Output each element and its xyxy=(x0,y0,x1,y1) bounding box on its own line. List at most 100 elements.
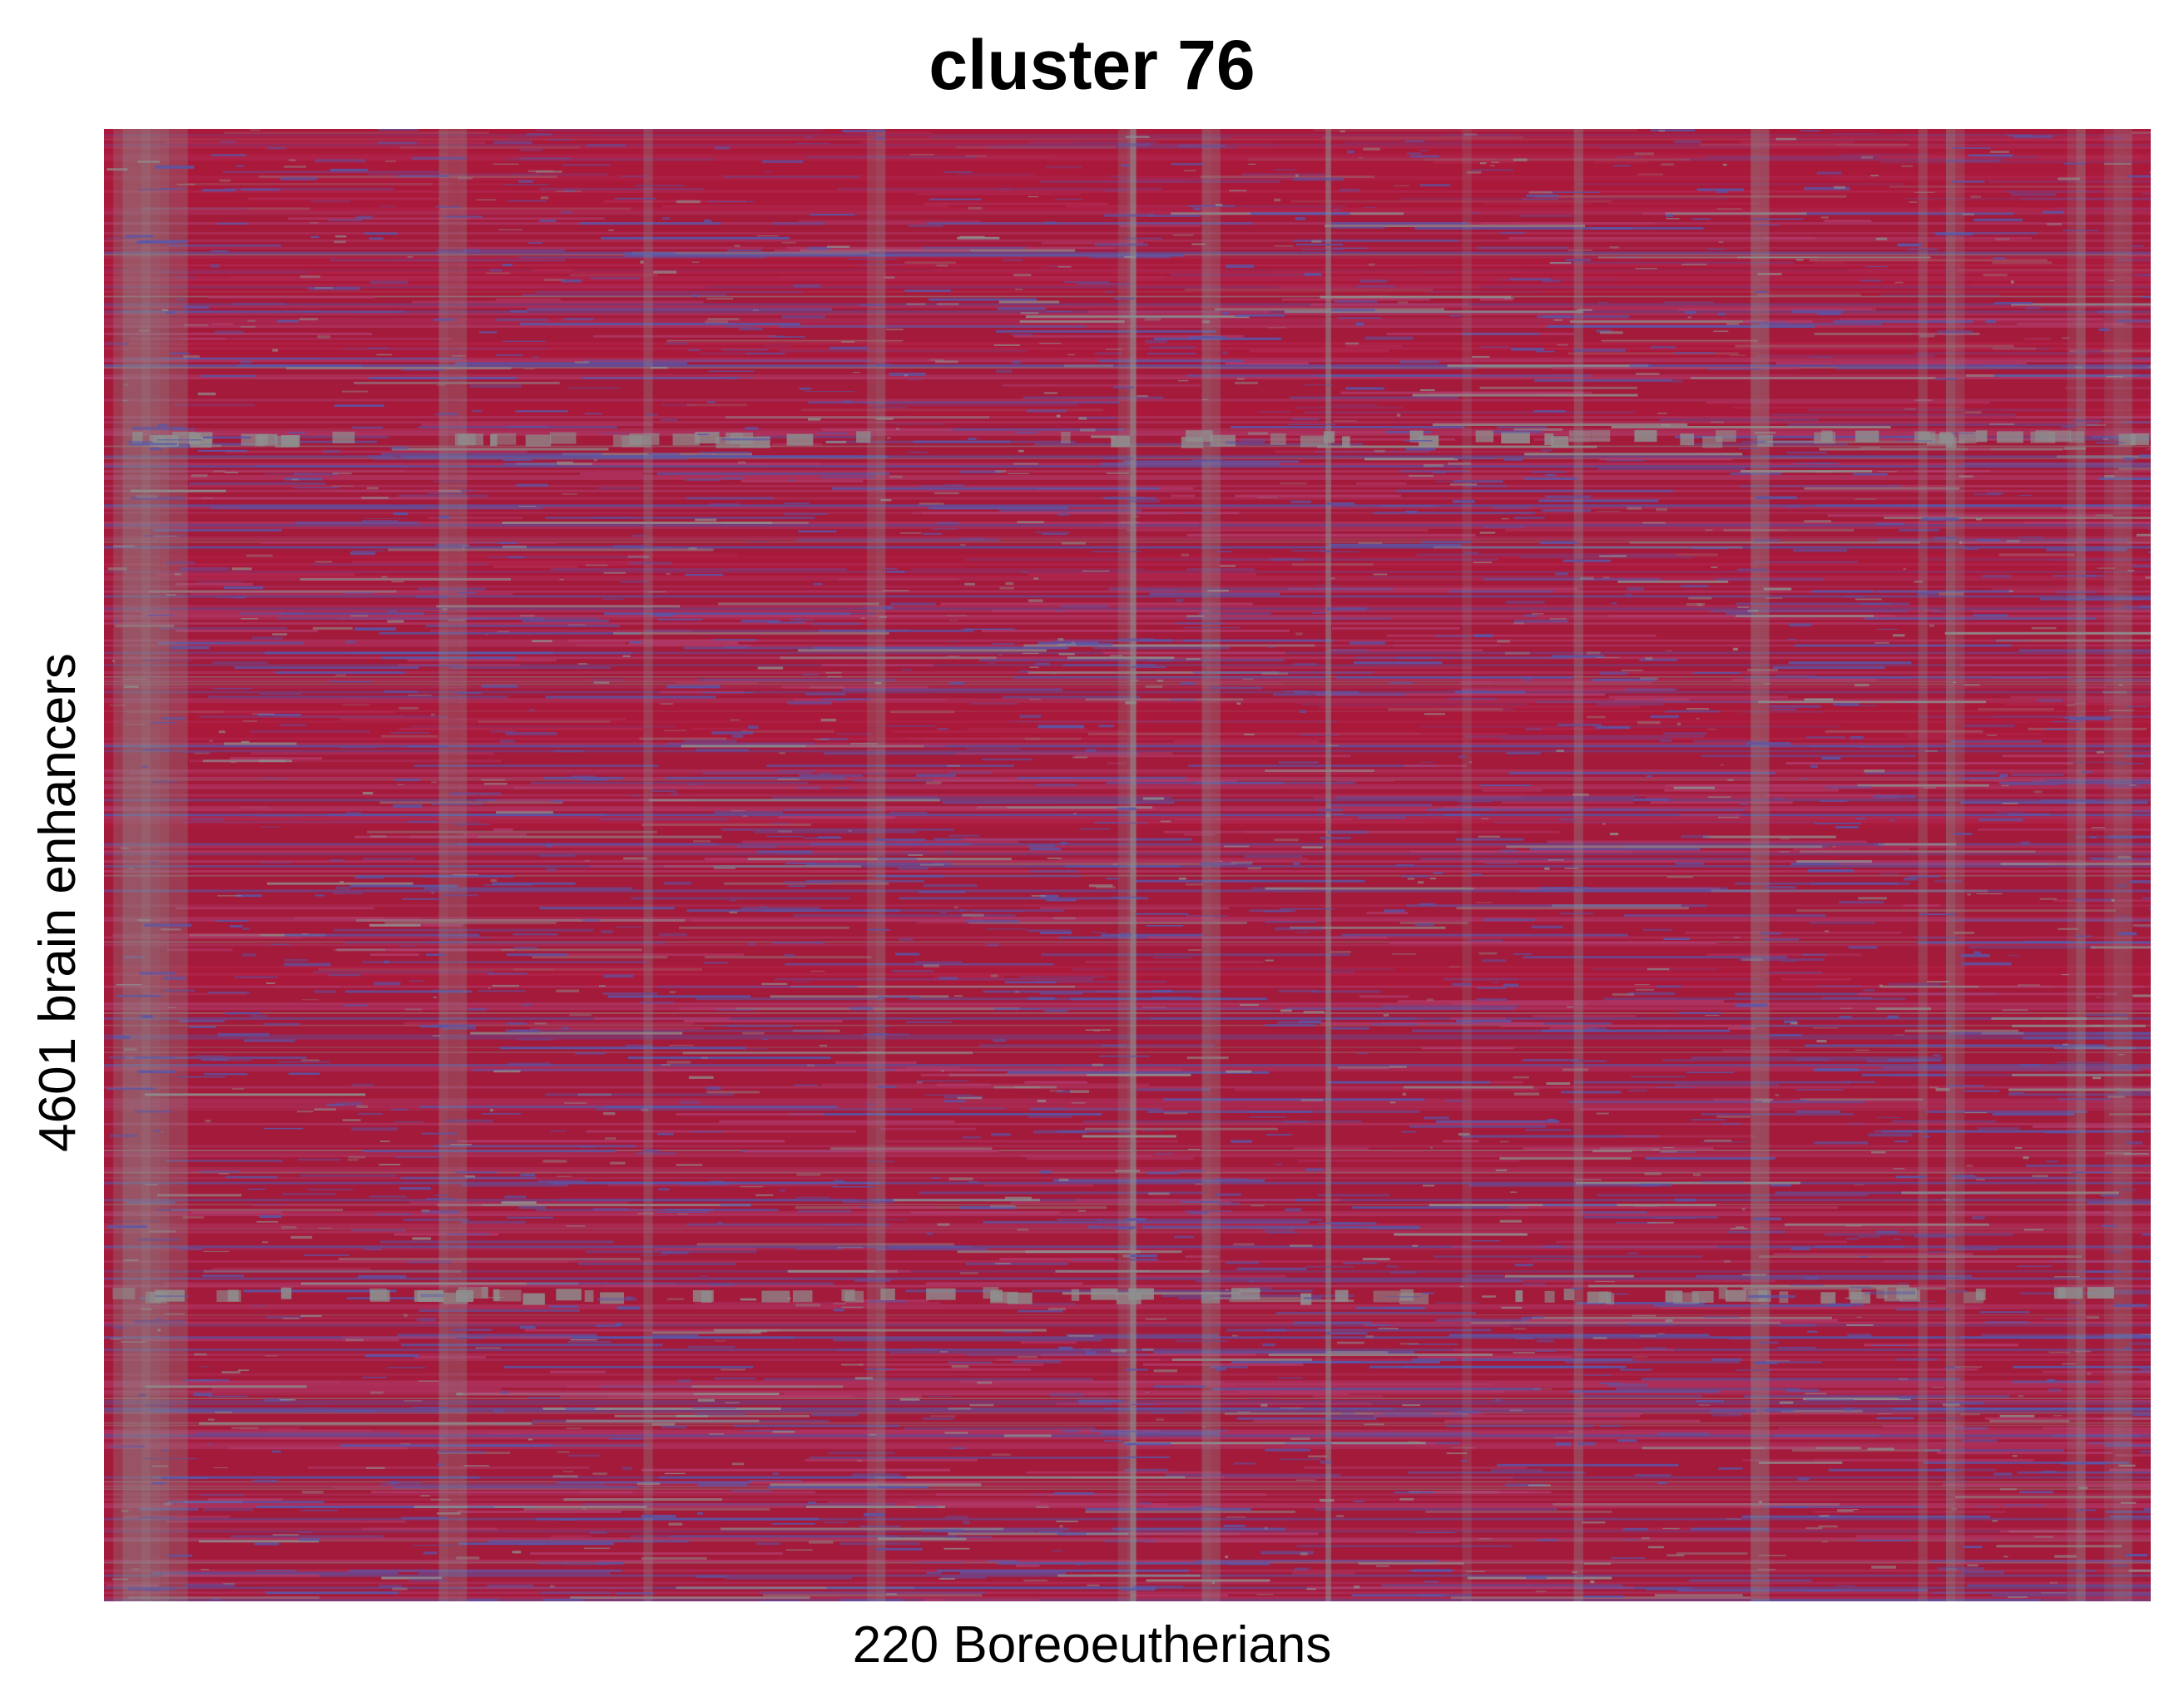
heatmap-cell xyxy=(1986,320,1997,324)
heatmap-cell xyxy=(297,1532,311,1534)
heatmap-cell xyxy=(247,320,255,322)
heatmap-cell xyxy=(250,130,260,131)
heatmap-cell xyxy=(1964,1090,2000,1092)
heatmap-cell xyxy=(1853,473,1887,476)
heatmap-cell xyxy=(289,432,306,433)
heatmap-cell xyxy=(795,618,801,620)
heatmap-cell xyxy=(1123,1254,1131,1257)
heatmap-cell-segment xyxy=(1253,1420,1325,1422)
heatmap-cell xyxy=(380,1140,390,1142)
heatmap-cell xyxy=(878,858,917,861)
heatmap-cell xyxy=(786,1550,813,1551)
heatmap-cell xyxy=(532,356,538,359)
heatmap-cell xyxy=(939,223,981,224)
heatmap-missing-patch xyxy=(1726,1290,1747,1302)
heatmap-cell xyxy=(899,938,913,941)
heatmap-cell-segment xyxy=(370,953,419,956)
heatmap-cell-segment xyxy=(210,507,542,509)
heatmap-cell xyxy=(2085,1014,2127,1016)
heatmap-cell xyxy=(1861,156,1873,158)
heatmap-cell xyxy=(1476,998,1507,1001)
heatmap-cell xyxy=(558,1519,576,1521)
heatmap-cell-segment xyxy=(1394,645,1501,647)
heatmap-cell xyxy=(1132,666,1166,669)
heatmap-cell xyxy=(2007,541,2020,542)
heatmap-cell xyxy=(333,472,352,474)
heatmap-cell xyxy=(1460,1286,1463,1288)
heatmap-cell xyxy=(1978,1127,2019,1130)
heatmap-cell xyxy=(933,528,958,530)
heatmap-cell xyxy=(1250,1205,1264,1206)
heatmap-cell-segment xyxy=(369,924,420,927)
heatmap-cell xyxy=(1234,1462,1255,1464)
heatmap-cell xyxy=(1044,1010,1067,1012)
heatmap-cell xyxy=(1577,1442,1595,1446)
heatmap-cell-segment xyxy=(1020,320,1125,323)
heatmap-cell xyxy=(401,369,444,371)
heatmap-cell xyxy=(1458,1133,1470,1135)
heatmap-cell xyxy=(352,550,386,552)
heatmap-cell-segment xyxy=(463,834,527,836)
heatmap-cell xyxy=(146,1405,173,1407)
heatmap-cell-segment xyxy=(1354,661,1442,664)
heatmap-cell xyxy=(1449,698,1497,700)
heatmap-cell xyxy=(2117,319,2151,323)
heatmap-cell xyxy=(1280,1010,1292,1012)
heatmap-cell-segment xyxy=(1597,1194,1868,1196)
heatmap-cell xyxy=(240,326,255,327)
heatmap-cell xyxy=(375,1214,411,1215)
heatmap-cell-segment xyxy=(1829,1469,1955,1472)
heatmap-cell-segment xyxy=(880,1128,976,1131)
heatmap-cell-segment xyxy=(1715,578,1824,581)
heatmap-cell xyxy=(696,749,749,751)
heatmap-cell xyxy=(2086,1316,2099,1319)
heatmap-cell xyxy=(1027,409,1067,412)
heatmap-cell xyxy=(1893,634,1905,636)
heatmap-cell xyxy=(1545,474,1555,476)
heatmap-cell xyxy=(1939,592,1964,595)
heatmap-missing-patch xyxy=(2054,1287,2066,1299)
heatmap-cell xyxy=(765,171,772,172)
heatmap-cell xyxy=(1484,918,1535,921)
heatmap-cell xyxy=(1078,1210,1086,1212)
heatmap-cell xyxy=(880,499,891,502)
heatmap-cell-segment xyxy=(380,1240,614,1243)
heatmap-cell xyxy=(374,982,400,985)
heatmap-cell xyxy=(113,1036,131,1039)
heatmap-cell xyxy=(272,633,287,636)
heatmap-cell xyxy=(1758,273,1782,275)
heatmap-cell xyxy=(1317,809,1345,812)
heatmap-cell xyxy=(345,641,356,643)
heatmap-cell xyxy=(1467,171,1482,174)
heatmap-cell xyxy=(1717,209,1742,210)
heatmap-cell xyxy=(1899,1397,1916,1399)
heatmap-cell xyxy=(1184,512,1216,513)
heatmap-cell xyxy=(1265,921,1316,923)
heatmap-cell xyxy=(138,1071,176,1074)
heatmap-missing-patch xyxy=(443,1293,468,1304)
heatmap-cell xyxy=(562,1027,570,1030)
heatmap-cell-segment xyxy=(507,953,567,956)
heatmap-cell xyxy=(694,454,712,456)
heatmap-cell-segment xyxy=(398,1334,597,1337)
heatmap-cell xyxy=(804,391,854,392)
heatmap-cell-segment xyxy=(809,1457,871,1459)
heatmap-cell xyxy=(593,1208,628,1210)
heatmap-cell xyxy=(800,388,812,390)
heatmap-cell-segment xyxy=(706,1091,760,1093)
heatmap-cell-segment xyxy=(1744,1395,2009,1398)
heatmap-cell xyxy=(179,567,230,571)
heatmap-cell xyxy=(794,1085,819,1086)
heatmap-cell xyxy=(904,374,908,377)
heatmap-cell-segment xyxy=(1042,953,1350,956)
heatmap-cell xyxy=(1006,582,1014,585)
heatmap-cell-segment xyxy=(196,1432,399,1435)
heatmap-cell xyxy=(264,1128,304,1130)
heatmap-cell xyxy=(908,452,928,453)
heatmap-cell-segment xyxy=(780,325,1087,328)
heatmap-cell xyxy=(1953,682,1956,683)
heatmap-cell-segment xyxy=(321,490,459,492)
heatmap-cell xyxy=(686,479,721,482)
heatmap-cell xyxy=(1304,1297,1322,1299)
heatmap-cell xyxy=(1215,1368,1226,1371)
